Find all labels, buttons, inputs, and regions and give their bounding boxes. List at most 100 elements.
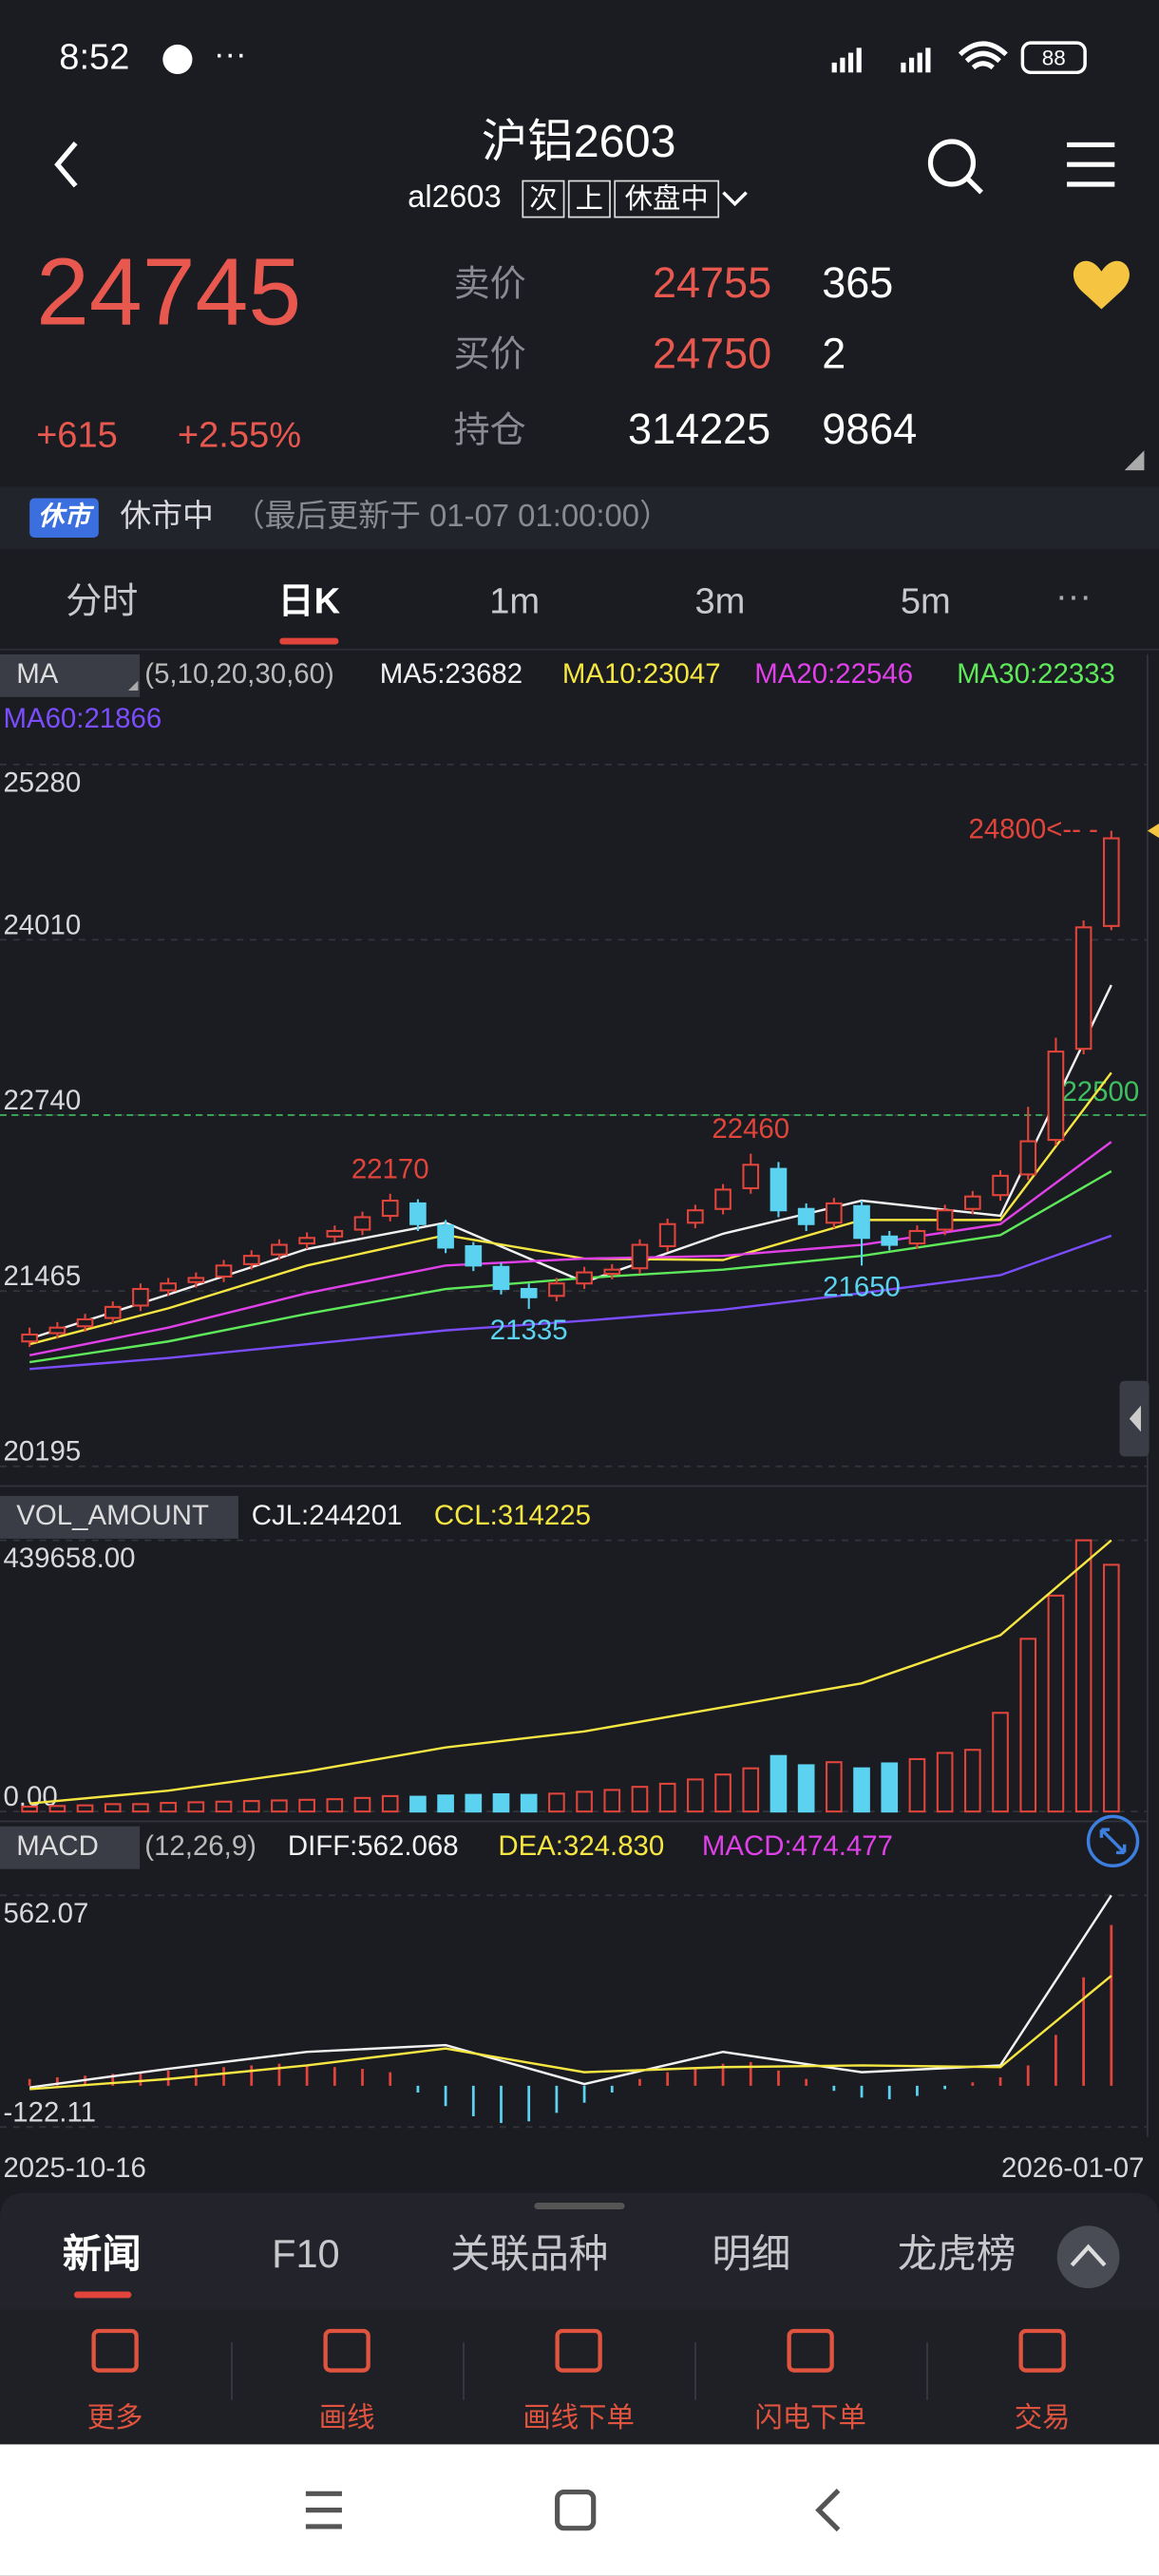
action-label[interactable]: 闪电下单 bbox=[754, 2402, 866, 2434]
menu-button[interactable] bbox=[1067, 142, 1115, 187]
volume-bar bbox=[492, 1792, 510, 1813]
candle-body bbox=[48, 1326, 66, 1335]
volume-bar bbox=[1047, 1594, 1065, 1813]
info-tab[interactable]: 新闻 bbox=[63, 2231, 142, 2276]
volume-bar bbox=[1102, 1563, 1120, 1813]
x-axis-start: 2025-10-16 bbox=[3, 2152, 145, 2184]
info-tab[interactable]: F10 bbox=[272, 2231, 340, 2276]
tag-box bbox=[567, 180, 611, 218]
search-button[interactable] bbox=[927, 139, 977, 187]
volume-bar bbox=[409, 1795, 427, 1813]
active-tab-indicator bbox=[73, 2291, 132, 2299]
period-tab[interactable]: 日K bbox=[278, 581, 341, 621]
status-time: 8:52 bbox=[59, 38, 129, 78]
action-icon[interactable] bbox=[787, 2328, 834, 2373]
candle-body bbox=[492, 1265, 510, 1291]
nav-home[interactable] bbox=[555, 2489, 597, 2531]
fullscreen-icon bbox=[1099, 1828, 1127, 1855]
dropdown-icon[interactable] bbox=[722, 191, 748, 207]
candle-body bbox=[853, 1204, 870, 1240]
last-price-marker bbox=[1147, 824, 1159, 839]
volume-bar bbox=[742, 1767, 760, 1813]
period-tab[interactable]: 5m bbox=[901, 581, 951, 621]
back-button[interactable] bbox=[54, 142, 78, 188]
candle-body bbox=[576, 1271, 593, 1285]
volume-bar bbox=[853, 1767, 870, 1813]
side-handle-icon bbox=[1129, 1405, 1141, 1432]
candle-body bbox=[714, 1188, 732, 1210]
collapse-button[interactable] bbox=[1056, 2226, 1120, 2289]
volume-bar bbox=[160, 1802, 177, 1813]
y-tick-label: 21465 bbox=[3, 1260, 81, 1292]
action-icon[interactable] bbox=[91, 2328, 139, 2373]
candle-body bbox=[76, 1317, 94, 1328]
indicator-params: (12,26,9) bbox=[144, 1830, 256, 1862]
price-annotation: 24800<-- - bbox=[968, 813, 1098, 844]
legend-entry: CCL:314225 bbox=[434, 1500, 591, 1531]
candle-body bbox=[826, 1202, 843, 1224]
favorite-button[interactable] bbox=[1073, 260, 1130, 310]
volume-bar bbox=[215, 1800, 233, 1813]
last-price: 24745 bbox=[36, 239, 301, 346]
ma-line bbox=[29, 1234, 1112, 1371]
volume-bar bbox=[381, 1794, 399, 1813]
volume-bar bbox=[132, 1803, 149, 1813]
candle-body bbox=[353, 1216, 371, 1231]
action-label[interactable]: 更多 bbox=[87, 2402, 143, 2434]
period-tab[interactable]: 分时 bbox=[66, 581, 138, 621]
search-button bbox=[966, 177, 983, 195]
info-tab[interactable]: 龙虎榜 bbox=[898, 2231, 1016, 2276]
indicator-name[interactable]: VOL_AMOUNT bbox=[16, 1500, 209, 1531]
volume-bar bbox=[104, 1803, 122, 1813]
battery-icon bbox=[1020, 41, 1087, 75]
status-text: 休市中 bbox=[120, 498, 214, 533]
status-icon: ··· bbox=[214, 36, 247, 72]
candle-body bbox=[770, 1167, 788, 1212]
action-label[interactable]: 画线下单 bbox=[522, 2402, 635, 2434]
volume-bar bbox=[797, 1764, 815, 1813]
action-icon[interactable] bbox=[323, 2328, 370, 2373]
x-axis-end: 2026-01-07 bbox=[1001, 2152, 1144, 2184]
info-tab[interactable]: 关联品种 bbox=[450, 2231, 608, 2276]
reference-label: 22500 bbox=[1061, 1076, 1139, 1108]
nav-back[interactable] bbox=[815, 2489, 841, 2532]
candle-body bbox=[1102, 837, 1120, 927]
price-annotation: 22460 bbox=[712, 1113, 789, 1145]
volume-bar bbox=[48, 1805, 66, 1813]
candle-body bbox=[381, 1199, 399, 1218]
candle-body bbox=[658, 1222, 676, 1248]
drag-handle[interactable] bbox=[534, 2203, 625, 2209]
period-tab[interactable]: 3m bbox=[695, 581, 746, 621]
indicator-name[interactable]: MA bbox=[16, 658, 58, 690]
y-tick-label: 562.07 bbox=[3, 1898, 88, 1929]
action-icon[interactable] bbox=[1018, 2328, 1066, 2373]
oi-change: 9864 bbox=[822, 405, 917, 453]
open-interest: 314225 bbox=[628, 405, 770, 453]
candle-body bbox=[104, 1305, 122, 1319]
candle-body bbox=[465, 1244, 483, 1267]
indicator-box bbox=[0, 1495, 238, 1539]
action-label[interactable]: 画线 bbox=[319, 2402, 375, 2434]
buy-volume: 2 bbox=[822, 330, 846, 378]
action-label[interactable]: 交易 bbox=[1015, 2402, 1071, 2434]
tag-box bbox=[522, 180, 565, 218]
volume-bar bbox=[964, 1749, 981, 1813]
contract-title: 沪铝2603 bbox=[482, 116, 676, 167]
period-tab[interactable]: 1m bbox=[489, 581, 540, 621]
candle-body bbox=[881, 1235, 899, 1246]
candle-body bbox=[631, 1243, 649, 1270]
legend-entry: CJL:244201 bbox=[252, 1500, 403, 1531]
more-periods[interactable]: ··· bbox=[1055, 577, 1092, 616]
status-badge bbox=[29, 498, 99, 539]
price-annotation: 21650 bbox=[823, 1271, 901, 1302]
tag: 上 bbox=[576, 183, 603, 215]
nav-menu[interactable] bbox=[305, 2491, 342, 2529]
info-tab[interactable]: 明细 bbox=[712, 2231, 790, 2276]
action-icon[interactable] bbox=[555, 2328, 602, 2373]
indicator-name[interactable]: MACD bbox=[16, 1830, 99, 1862]
volume-bar bbox=[936, 1752, 954, 1813]
fullscreen-button[interactable] bbox=[1086, 1814, 1140, 1867]
